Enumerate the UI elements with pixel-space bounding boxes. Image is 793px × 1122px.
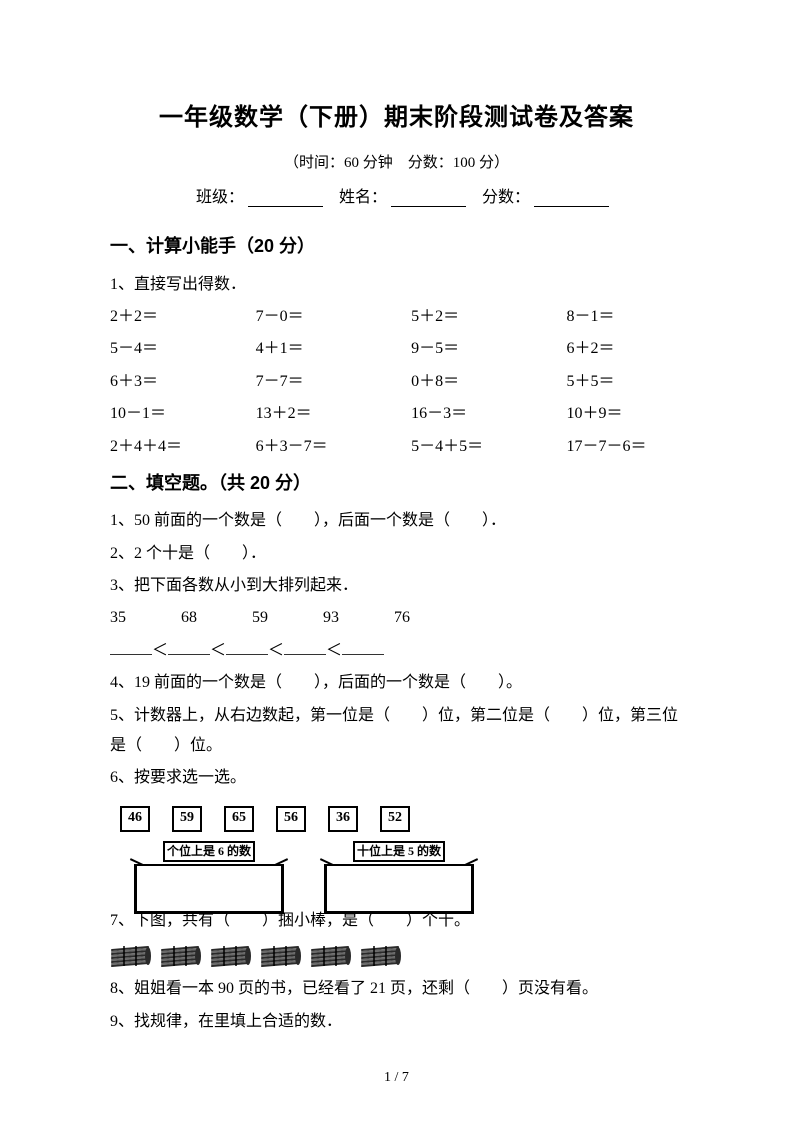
stick-bundle-icon <box>310 944 352 968</box>
equation: 5－4＋5＝ <box>411 432 566 462</box>
equation: 16－3＝ <box>411 399 566 429</box>
equation-row: 10－1＝13＋2＝16－3＝10＋9＝ <box>110 399 683 429</box>
equation: 10－1＝ <box>110 399 256 429</box>
equation-row: 6＋3＝7－7＝0＋8＝5＋5＝ <box>110 367 683 397</box>
equation-grid: 2＋2＝7－0＝5＋2＝8－1＝5－4＝4＋1＝9－5＝6＋2＝6＋3＝7－7＝… <box>110 302 683 462</box>
equation: 4＋1＝ <box>256 334 411 364</box>
number-box: 52 <box>380 806 410 832</box>
s2-q4: 4、19 前面的一个数是（ ），后面的一个数是（ ）。 <box>110 668 683 698</box>
equation: 9－5＝ <box>411 334 566 364</box>
s2-q8: 8、姐姐看一本 90 页的书，已经看了 21 页，还剩（ ）页没有看。 <box>110 974 683 1004</box>
equation: 7－7＝ <box>256 367 411 397</box>
equation: 17－7－6＝ <box>566 432 683 462</box>
sort-number: 35 <box>110 603 126 633</box>
q6-bin1-label: 个位上是 6 的数 <box>163 841 255 862</box>
stick-bundle-icon <box>110 944 152 968</box>
stick-bundle-icon <box>160 944 202 968</box>
section2-title: 二、填空题。（共 20 分） <box>110 466 683 500</box>
page-title: 一年级数学（下册）期末阶段测试卷及答案 <box>110 95 683 141</box>
label-class: 班级： <box>196 189 244 206</box>
s2-q1: 1、50 前面的一个数是（ ），后面一个数是（ ）． <box>110 506 683 536</box>
stick-bundle-icon <box>260 944 302 968</box>
s2-q9: 9、找规律，在里填上合适的数． <box>110 1007 683 1037</box>
equation: 5＋5＝ <box>566 367 683 397</box>
equation-row: 5－4＝4＋1＝9－5＝6＋2＝ <box>110 334 683 364</box>
exam-meta: （时间：60 分钟 分数：100 分） <box>110 149 683 178</box>
q6-bin-ones6: 个位上是 6 的数 <box>134 836 284 900</box>
student-info: 班级： 姓名： 分数： <box>110 183 683 213</box>
blank-class[interactable] <box>248 190 323 208</box>
q6-number-boxes: 46 59 65 56 36 52 <box>120 806 683 832</box>
blank-score[interactable] <box>534 190 609 208</box>
equation: 2＋2＝ <box>110 302 256 332</box>
equation-row: 2＋4＋4＝6＋3－7＝5－4＋5＝17－7－6＝ <box>110 432 683 462</box>
s1-q1: 1、直接写出得数． <box>110 270 683 300</box>
equation: 2＋4＋4＝ <box>110 432 256 462</box>
q6-bin1-body[interactable] <box>134 864 284 914</box>
equation: 6＋3＝ <box>110 367 256 397</box>
equation: 7－0＝ <box>256 302 411 332</box>
section1-title: 一、计算小能手（20 分） <box>110 229 683 263</box>
stick-bundle-icon <box>210 944 252 968</box>
stick-bundle-icon <box>360 944 402 968</box>
s2-q3a: 3、把下面各数从小到大排列起来． <box>110 571 683 601</box>
q6-bin-tens5: 十位上是 5 的数 <box>324 836 474 900</box>
equation: 6＋2＝ <box>566 334 683 364</box>
q6-bin2-label: 十位上是 5 的数 <box>353 841 445 862</box>
sort-number: 76 <box>394 603 410 633</box>
number-box: 46 <box>120 806 150 832</box>
number-box: 59 <box>172 806 202 832</box>
q6-bin2-body[interactable] <box>324 864 474 914</box>
equation: 5＋2＝ <box>411 302 566 332</box>
sort-number: 93 <box>323 603 339 633</box>
number-box: 56 <box>276 806 306 832</box>
label-name: 姓名： <box>339 189 387 206</box>
page-number: 1 / 7 <box>0 1065 793 1092</box>
blank-name[interactable] <box>391 190 466 208</box>
number-box: 65 <box>224 806 254 832</box>
sort-number: 59 <box>252 603 268 633</box>
equation-row: 2＋2＝7－0＝5＋2＝8－1＝ <box>110 302 683 332</box>
equation: 0＋8＝ <box>411 367 566 397</box>
q6-bins: 个位上是 6 的数 十位上是 5 的数 <box>134 836 683 900</box>
equation: 13＋2＝ <box>256 399 411 429</box>
equation: 8－1＝ <box>566 302 683 332</box>
q7-bundles <box>110 944 683 968</box>
s2-q2: 2、2 个十是（ ）． <box>110 539 683 569</box>
equation: 6＋3－7＝ <box>256 432 411 462</box>
s2-q6: 6、按要求选一选。 <box>110 763 683 793</box>
s2-q3-numbers: 35 68 59 93 76 <box>110 603 683 633</box>
sort-number: 68 <box>181 603 197 633</box>
equation: 10＋9＝ <box>566 399 683 429</box>
number-box: 36 <box>328 806 358 832</box>
s2-q3-blanks[interactable]: ＜＜＜＜ <box>110 636 683 666</box>
equation: 5－4＝ <box>110 334 256 364</box>
s2-q5: 5、计数器上，从右边数起，第一位是（ ）位，第二位是（ ）位，第三位是（ ）位。 <box>110 701 683 762</box>
label-score: 分数： <box>482 189 530 206</box>
